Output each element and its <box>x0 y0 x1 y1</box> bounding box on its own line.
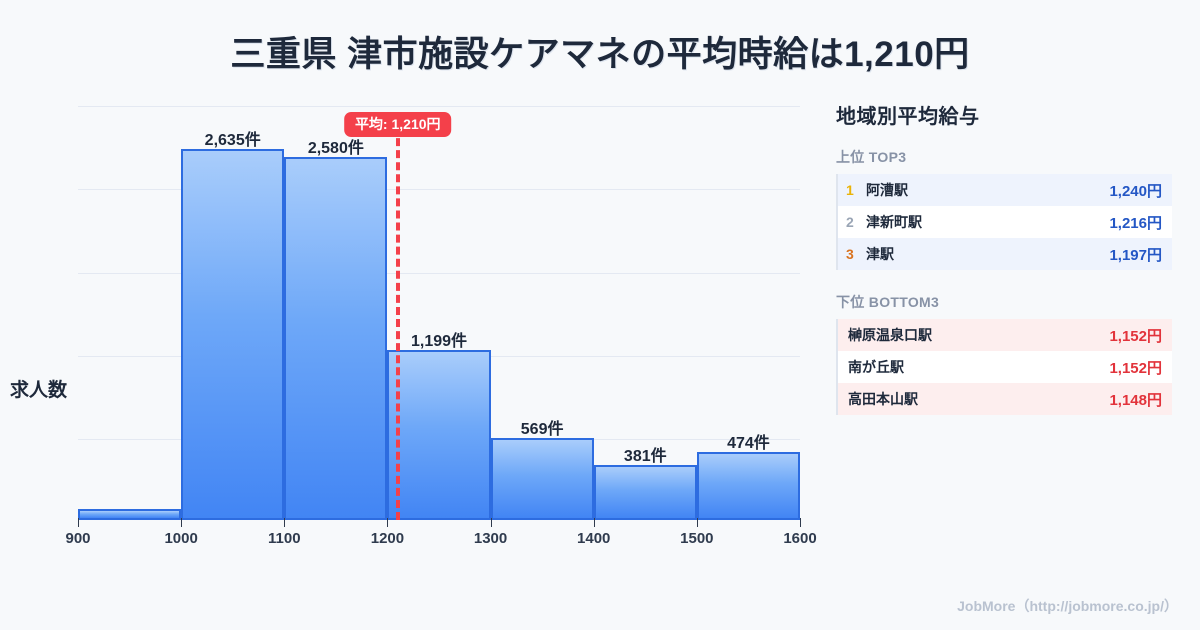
x-axis-tick-label: 1400 <box>577 530 611 547</box>
x-axis-tick-label: 1100 <box>268 530 301 547</box>
histogram-bar <box>284 156 388 518</box>
footer-credit: JobMore（http://jobmore.co.jp/） <box>957 598 1178 614</box>
bottom3-table: 榊原温泉口駅 1,152円 南が丘駅 1,152円 高田本山駅 1,148円 <box>836 319 1172 415</box>
x-axis-tick-label: 900 <box>65 530 91 547</box>
rank-row[interactable]: 1 阿漕駅 1,240円 <box>838 174 1172 206</box>
x-axis-tick-label: 1600 <box>783 530 817 547</box>
page-title: 三重県 津市施設ケアマネの平均時給は1,210円 <box>230 35 970 74</box>
rank-row[interactable]: 3 津駅 1,197円 <box>838 238 1172 270</box>
histogram-bar <box>181 149 285 518</box>
x-axis-tick <box>696 518 698 527</box>
x-axis-tick-label: 1500 <box>680 530 714 547</box>
gridline <box>78 273 800 274</box>
histogram-bar <box>387 350 491 518</box>
rank-station-name: 阿漕駅 <box>866 182 908 198</box>
histogram-bar <box>490 438 594 518</box>
rank-station-name: 津駅 <box>866 246 894 262</box>
rank-salary-value: 1,152円 <box>1109 359 1162 377</box>
histogram-chart: 求人数 2,635件 2,580件 1,199件 569件 381件 474件 900 10… <box>0 90 830 560</box>
x-axis-tick <box>387 518 389 527</box>
rank-salary-value: 1,152円 <box>1109 327 1162 345</box>
histogram-bar <box>593 464 697 518</box>
rank-number: 3 <box>846 246 854 262</box>
rank-salary-value: 1,148円 <box>1109 391 1162 409</box>
average-line <box>395 126 400 520</box>
rank-salary-value: 1,240円 <box>1109 182 1162 200</box>
x-axis-tick <box>490 518 492 527</box>
rank-station-name: 高田本山駅 <box>848 391 918 407</box>
x-axis-tick <box>593 518 595 527</box>
bar-value-label: 2,635件 <box>204 132 261 150</box>
plot-area: 2,635件 2,580件 1,199件 569件 381件 474件 900 1000 11… <box>65 98 817 600</box>
rank-salary-value: 1,197円 <box>1109 246 1162 264</box>
rank-station-name: 津新町駅 <box>866 214 922 230</box>
top3-label: 上位 TOP3 <box>836 149 907 165</box>
bar-value-label: 569件 <box>520 421 564 439</box>
histogram-bar <box>78 509 182 518</box>
average-badge: 平均: 1,210円 <box>343 112 452 137</box>
x-axis-tick <box>78 518 79 527</box>
y-axis-title: 求人数 <box>10 380 68 401</box>
gridline <box>78 106 800 107</box>
bar-value-label: 1,199件 <box>410 333 468 351</box>
panel-heading: 地域別平均給与 <box>836 106 980 128</box>
rank-row[interactable]: 2 津新町駅 1,216円 <box>838 206 1172 238</box>
rank-salary-value: 1,216円 <box>1109 214 1162 232</box>
x-axis-tick <box>800 518 801 527</box>
bar-value-label: 474件 <box>727 434 770 452</box>
histogram-bar <box>696 451 800 518</box>
x-axis-line <box>78 518 800 520</box>
x-axis-tick-label: 1200 <box>370 530 405 547</box>
gridline <box>78 189 800 190</box>
rank-station-name: 南が丘駅 <box>848 359 904 375</box>
bar-value-label: 381件 <box>623 447 667 465</box>
x-axis-tick-label: 1300 <box>473 530 508 547</box>
bar-value-label: 2,580件 <box>307 139 364 157</box>
x-axis-tick-label: 1000 <box>164 530 198 547</box>
x-axis-tick <box>181 518 183 527</box>
top3-table: 1 阿漕駅 1,240円 2 津新町駅 1,216円 3 津駅 1,197円 <box>836 174 1172 270</box>
rank-row[interactable]: 榊原温泉口駅 1,152円 <box>838 319 1172 351</box>
rank-station-name: 榊原温泉口駅 <box>848 327 932 343</box>
rank-row[interactable]: 高田本山駅 1,148円 <box>838 383 1172 415</box>
rank-number: 2 <box>846 214 854 230</box>
rank-row[interactable]: 南が丘駅 1,152円 <box>838 351 1172 383</box>
region-salary-panel: 地域別平均給与 上位 TOP3 1 阿漕駅 1,240円 2 津新町駅 1,216円 3 津駅… <box>836 100 1172 437</box>
x-axis-tick <box>284 518 286 527</box>
rank-number: 1 <box>846 182 854 198</box>
bottom3-label: 下位 BOTTOM3 <box>836 294 940 310</box>
